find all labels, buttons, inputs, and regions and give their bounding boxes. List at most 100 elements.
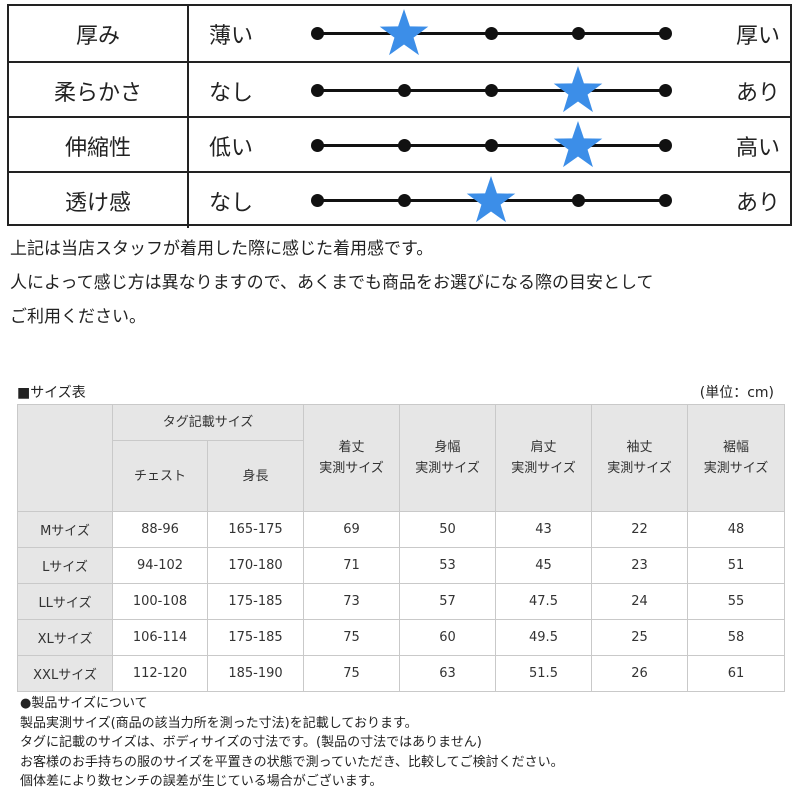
size-value-cell: 53	[399, 547, 496, 584]
size-row: LLサイズ 100-108 175-185 73 57 47.5 24 55	[17, 583, 785, 620]
chest-header: チェスト	[112, 440, 208, 512]
scale-dot	[310, 194, 324, 207]
scale-dot	[658, 27, 672, 40]
scale-low-label: なし	[209, 80, 254, 106]
footnote-line: 個体差により数センチの誤差が生じている場合がございます。	[20, 774, 383, 789]
size-value-cell: 60	[399, 619, 496, 656]
measure-header: 着丈 実測サイズ	[303, 404, 400, 512]
measure-header: 裾幅 実測サイズ	[687, 404, 785, 512]
measure-header-sub: 実測サイズ	[607, 461, 672, 476]
measure-header-name: 着丈	[338, 440, 365, 455]
measure-header-name: 肩丈	[530, 440, 557, 455]
size-value-cell: 170-180	[207, 547, 304, 584]
footnote-line: お客様のお手持ちの服のサイズを平置きの状態で測っていただき、比較してご検討くださ…	[20, 754, 564, 770]
size-value-cell: 165-175	[207, 511, 304, 548]
rating-star-icon	[553, 65, 603, 112]
note-line: ご利用ください。	[10, 307, 146, 327]
size-value-cell: 175-185	[207, 583, 304, 620]
size-value-cell: 112-120	[112, 655, 208, 692]
size-row: Mサイズ 88-96 165-175 69 50 43 22 48	[17, 511, 785, 548]
size-name-cell: XXLサイズ	[17, 655, 113, 692]
size-value-cell: 25	[591, 619, 688, 656]
feel-note: 上記は当店スタッフが着用した際に感じた着用感です。 人によって感じ方は異なります…	[10, 232, 790, 334]
size-value-cell: 55	[687, 583, 785, 620]
note-line: 上記は当店スタッフが着用した際に感じた着用感です。	[10, 239, 434, 259]
measure-header-sub: 実測サイズ	[511, 461, 576, 476]
size-name-cell: XLサイズ	[17, 619, 113, 656]
corner-cell	[17, 404, 113, 512]
rating-star-icon	[553, 120, 603, 167]
size-value-cell: 47.5	[495, 583, 592, 620]
size-value-cell: 49.5	[495, 619, 592, 656]
size-value-cell: 69	[303, 511, 400, 548]
measure-header-name: 裾幅	[722, 440, 749, 455]
size-value-cell: 73	[303, 583, 400, 620]
size-name-cell: Lサイズ	[17, 547, 113, 584]
scale-high-label: あり	[735, 190, 780, 216]
size-value-cell: 26	[591, 655, 688, 692]
rating-scale	[310, 173, 672, 228]
scale-dot	[658, 84, 672, 97]
size-row: XLサイズ 106-114 175-185 75 60 49.5 25 58	[17, 619, 785, 656]
measure-header-name: 身幅	[434, 440, 461, 455]
measure-header: 身幅 実測サイズ	[399, 404, 496, 512]
size-value-cell: 51.5	[495, 655, 592, 692]
size-value-cell: 100-108	[112, 583, 208, 620]
size-value-cell: 57	[399, 583, 496, 620]
size-table-unit: (単位：cm)	[699, 385, 774, 401]
measure-header-name: 袖丈	[626, 440, 653, 455]
scale-low-label: 低い	[209, 135, 254, 161]
scale-dot	[484, 84, 498, 97]
size-value-cell: 94-102	[112, 547, 208, 584]
footnote-line: 製品実測サイズ(商品の該当力所を測った寸法)を記載しております。	[20, 715, 418, 731]
feel-label: 伸縮性	[9, 118, 189, 173]
scale-dot	[571, 194, 585, 207]
feel-row-thickness: 厚み 薄い 厚い	[9, 6, 790, 61]
size-name-cell: Mサイズ	[17, 511, 113, 548]
feel-row-stretch: 伸縮性 低い 高い	[9, 116, 790, 173]
scale-dot	[397, 139, 411, 152]
scale-dot	[310, 27, 324, 40]
size-value-cell: 75	[303, 619, 400, 656]
scale-low-label: 薄い	[209, 23, 254, 49]
size-value-cell: 50	[399, 511, 496, 548]
measure-header-sub: 実測サイズ	[415, 461, 480, 476]
size-value-cell: 106-114	[112, 619, 208, 656]
feel-rating-table: 厚み 薄い 厚い 柔らかさ なし あり 伸縮性 低い 高い 透け感 なし あり	[7, 4, 792, 228]
scale-dot	[658, 139, 672, 152]
size-table-title: ■サイズ表	[17, 385, 86, 401]
rating-star-icon	[466, 175, 516, 222]
size-value-cell: 58	[687, 619, 785, 656]
scale-high-label: 厚い	[735, 23, 780, 49]
size-name-cell: LLサイズ	[17, 583, 113, 620]
measure-header-sub: 実測サイズ	[319, 461, 384, 476]
scale-dot	[397, 194, 411, 207]
measure-header-sub: 実測サイズ	[703, 461, 769, 476]
size-value-cell: 71	[303, 547, 400, 584]
size-value-cell: 22	[591, 511, 688, 548]
scale-low-label: なし	[209, 190, 254, 216]
feel-row-sheerness: 透け感 なし あり	[9, 171, 790, 228]
size-value-cell: 48	[687, 511, 785, 548]
size-value-cell: 23	[591, 547, 688, 584]
size-value-cell: 63	[399, 655, 496, 692]
size-table: タグ記載サイズ 着丈 実測サイズ 身幅 実測サイズ 肩丈 実測サイズ 袖丈 実測サイズ …	[17, 404, 785, 692]
scale-dot	[484, 139, 498, 152]
size-value-cell: 75	[303, 655, 400, 692]
size-value-cell: 88-96	[112, 511, 208, 548]
rating-scale	[310, 6, 672, 61]
scale-dot	[310, 139, 324, 152]
footnote-line: タグに記載のサイズは、ボディサイズの寸法です。(製品の寸法ではありません)	[20, 735, 482, 750]
size-value-cell: 61	[687, 655, 785, 692]
feel-row-softness: 柔らかさ なし あり	[9, 61, 790, 118]
footnote-line: ●製品サイズについて	[20, 696, 148, 711]
scale-dot	[658, 194, 672, 207]
size-value-cell: 45	[495, 547, 592, 584]
scale-high-label: 高い	[735, 135, 780, 161]
size-value-cell: 185-190	[207, 655, 304, 692]
scale-dot	[397, 84, 411, 97]
note-line: 人によって感じ方は異なりますので、あくまでも商品をお選びになる際の目安として	[10, 273, 654, 293]
rating-star-icon	[379, 8, 429, 55]
size-value-cell: 43	[495, 511, 592, 548]
size-value-cell: 51	[687, 547, 785, 584]
